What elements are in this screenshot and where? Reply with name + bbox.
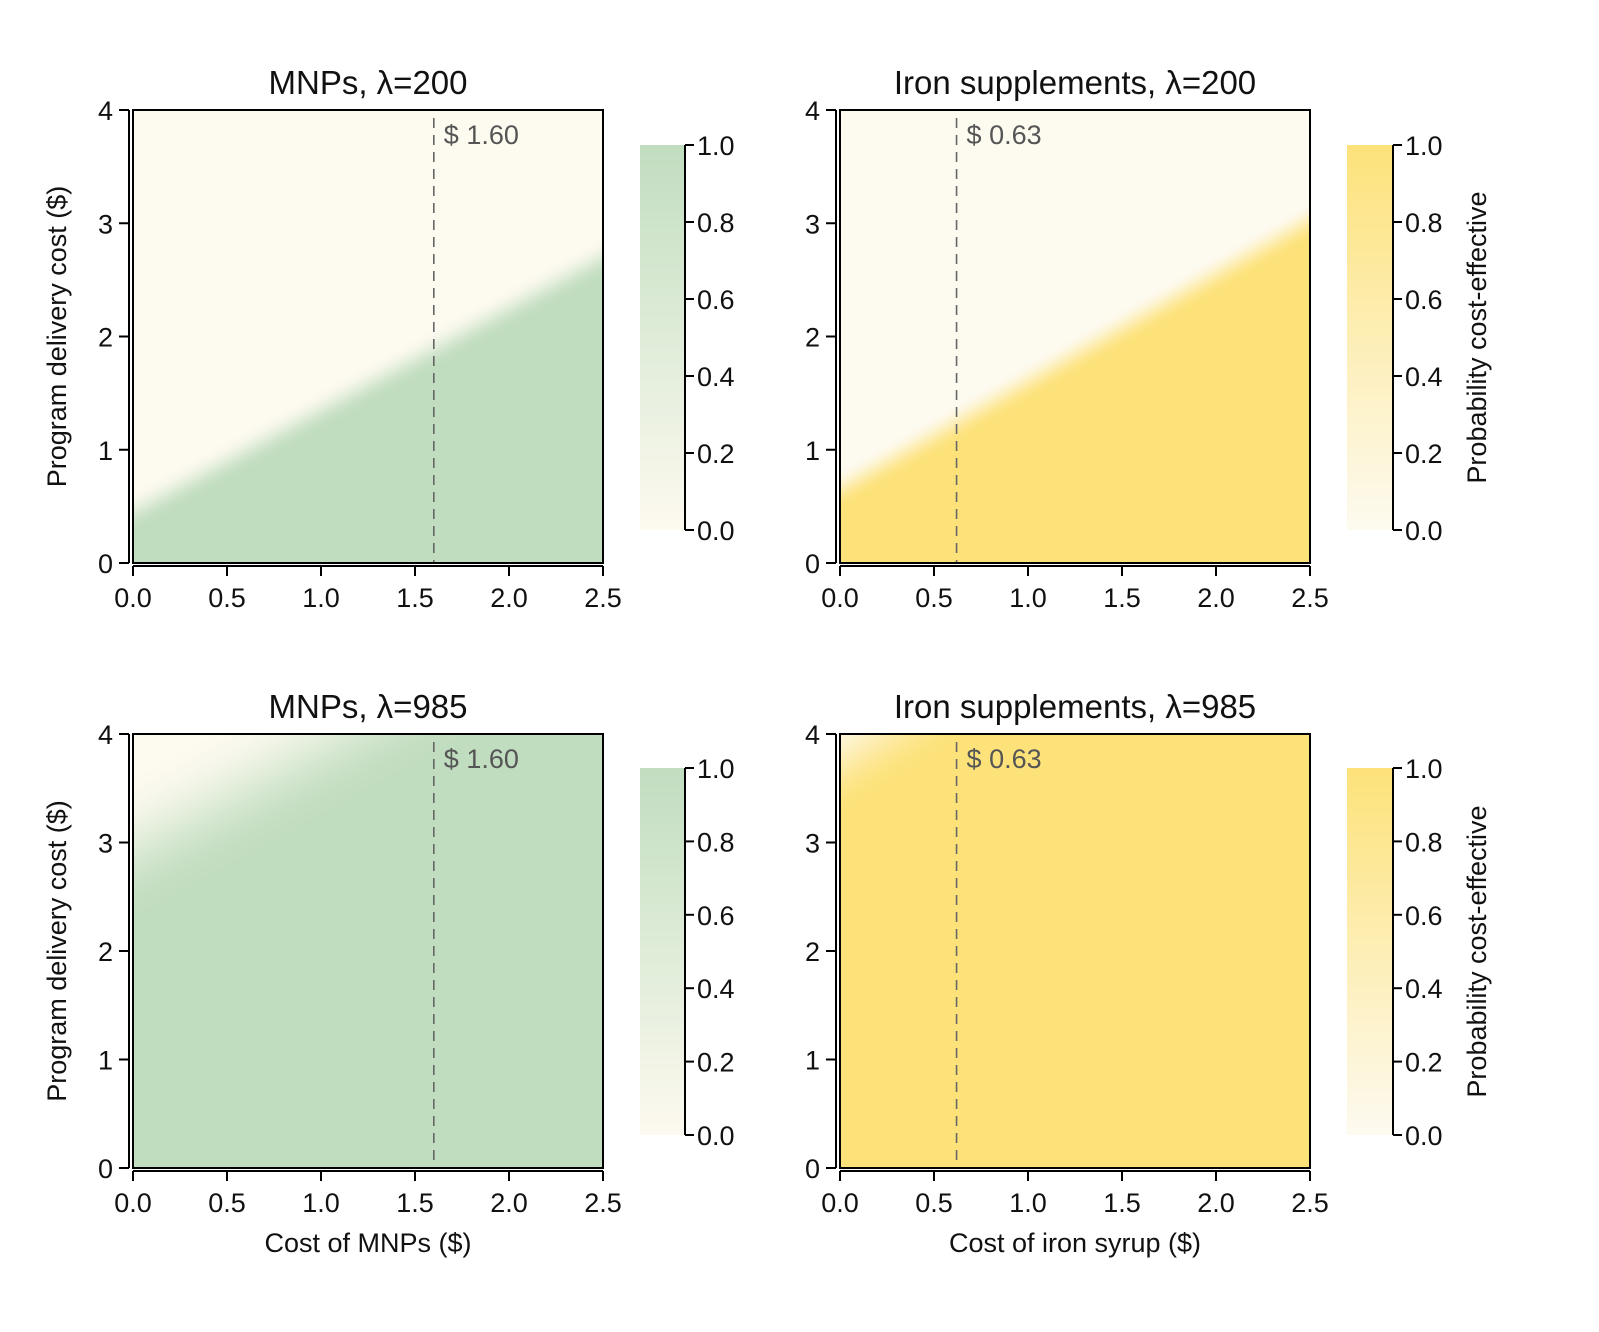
y-tick-label: 4: [805, 96, 820, 126]
colorbar-tick-label: 0.6: [1405, 901, 1443, 931]
x-tick-label: 0.0: [821, 1188, 859, 1218]
colorbar-tick-label: 0.8: [1405, 827, 1443, 857]
x-tick-label: 0.0: [114, 1188, 152, 1218]
x-tick-label: 1.0: [302, 1188, 340, 1218]
x-tick-label: 0.5: [915, 583, 953, 613]
x-tick-label: 0.5: [915, 1188, 953, 1218]
colorbar-tick-label: 0.2: [1405, 1048, 1443, 1078]
colorbar-tick-label: 0.0: [1405, 1121, 1443, 1151]
y-tick-label: 2: [98, 937, 113, 967]
panel-title: MNPs, λ=985: [269, 688, 468, 725]
y-tick-label: 4: [98, 720, 113, 750]
plot-frame: [132, 733, 604, 1169]
colorbar-tick-label: 1.0: [697, 131, 735, 161]
x-tick-label: 1.5: [396, 583, 434, 613]
y-tick-label: 4: [805, 720, 820, 750]
y-tick-label: 1: [805, 436, 820, 466]
colorbar-tick-label: 0.6: [697, 901, 735, 931]
plot-frame: [839, 109, 1311, 564]
colorbar-tick-label: 0.0: [697, 516, 735, 546]
panel-4: $ 0.63 Iron supplements, λ=985 0.0 0.5 1.0 1.…: [805, 688, 1492, 1258]
x-tick-label: 1.0: [1009, 1188, 1047, 1218]
x-tick-label: 1.5: [1103, 1188, 1141, 1218]
x-axis-label: Cost of MNPs ($): [264, 1228, 471, 1258]
y-tick-label: 3: [98, 209, 113, 239]
colorbar-tick-label: 0.4: [1405, 974, 1443, 1004]
y-tick-label: 2: [98, 323, 113, 353]
colorbar-tick-label: 0.8: [697, 208, 735, 238]
colorbar-label: Probability cost-effective: [1462, 191, 1492, 483]
y-tick-label: 2: [805, 323, 820, 353]
colorbar: [1347, 145, 1392, 530]
colorbar-tick-label: 1.0: [697, 754, 735, 784]
y-tick-label: 2: [805, 937, 820, 967]
y-tick-label: 0: [98, 549, 113, 579]
colorbar-tick-label: 0.2: [697, 439, 735, 469]
colorbar-tick-label: 1.0: [1405, 131, 1443, 161]
x-tick-label: 0.5: [208, 1188, 246, 1218]
y-tick-label: 1: [98, 436, 113, 466]
colorbar: [1347, 768, 1392, 1135]
colorbar-tick-label: 0.0: [1405, 516, 1443, 546]
x-tick-label: 1.5: [396, 1188, 434, 1218]
colorbar-tick-label: 0.2: [1405, 439, 1443, 469]
reference-label: $ 0.63: [967, 120, 1042, 150]
x-tick-label: 1.0: [1009, 583, 1047, 613]
colorbar: [640, 768, 684, 1135]
y-tick-label: 1: [98, 1046, 113, 1076]
colorbar-tick-label: 0.2: [697, 1048, 735, 1078]
colorbar-tick-label: 0.0: [697, 1121, 735, 1151]
y-tick-label: 0: [98, 1154, 113, 1184]
x-tick-label: 2.0: [1197, 1188, 1235, 1218]
y-tick-label: 3: [98, 829, 113, 859]
y-tick-label: 0: [805, 1154, 820, 1184]
x-tick-label: 2.5: [584, 583, 622, 613]
colorbar-tick-label: 0.4: [1405, 362, 1443, 392]
y-tick-label: 4: [98, 96, 113, 126]
y-tick-label: 3: [805, 829, 820, 859]
y-tick-label: 1: [805, 1046, 820, 1076]
panel-title: Iron supplements, λ=985: [894, 688, 1256, 725]
heatmap-surface: [133, 110, 603, 563]
panel-title: Iron supplements, λ=200: [894, 64, 1256, 101]
panel-2: $ 0.63 Iron supplements, λ=200 0.0 0.5 1.0 1.…: [805, 64, 1492, 613]
reference-label: $ 1.60: [444, 120, 519, 150]
panel-title: MNPs, λ=200: [269, 64, 468, 101]
y-tick-label: 3: [805, 209, 820, 239]
x-tick-label: 0.0: [114, 583, 152, 613]
reference-label: $ 0.63: [967, 744, 1042, 774]
x-tick-label: 2.0: [1197, 583, 1235, 613]
reference-label: $ 1.60: [444, 744, 519, 774]
colorbar-tick-label: 1.0: [1405, 754, 1443, 784]
panel-3: $ 1.60 MNPs, λ=985 0.0 0.5 1.0 1.5 2.0 2.5 Cost …: [42, 688, 735, 1258]
heatmap-surface: [840, 734, 1310, 1168]
panel-1: $ 1.60 MNPs, λ=200 0.0 0.5 1.0 1.5 2.0 2.5 0 1 2 3 4…: [42, 64, 735, 613]
x-tick-label: 2.0: [490, 583, 528, 613]
y-axis-label: Program delivery cost ($): [42, 800, 72, 1102]
x-tick-label: 2.5: [1291, 1188, 1329, 1218]
colorbar: [640, 145, 684, 530]
x-tick-label: 0.5: [208, 583, 246, 613]
x-tick-label: 2.0: [490, 1188, 528, 1218]
colorbar-tick-label: 0.8: [697, 827, 735, 857]
y-tick-label: 0: [805, 549, 820, 579]
plot-frame: [839, 733, 1311, 1169]
colorbar-tick-label: 0.6: [1405, 285, 1443, 315]
x-axis-label: Cost of iron syrup ($): [949, 1228, 1201, 1258]
colorbar-tick-label: 0.6: [697, 285, 735, 315]
colorbar-tick-label: 0.4: [697, 974, 735, 1004]
y-axis-label: Program delivery cost ($): [42, 186, 72, 488]
colorbar-tick-label: 0.8: [1405, 208, 1443, 238]
heatmap-surface: [840, 110, 1310, 563]
heatmap-surface: [133, 734, 603, 1168]
x-tick-label: 2.5: [1291, 583, 1329, 613]
plot-frame: [132, 109, 604, 564]
x-tick-label: 2.5: [584, 1188, 622, 1218]
x-tick-label: 0.0: [821, 583, 859, 613]
colorbar-tick-label: 0.4: [697, 362, 735, 392]
x-tick-label: 1.0: [302, 583, 340, 613]
x-tick-label: 1.5: [1103, 583, 1141, 613]
colorbar-label: Probability cost-effective: [1462, 805, 1492, 1097]
